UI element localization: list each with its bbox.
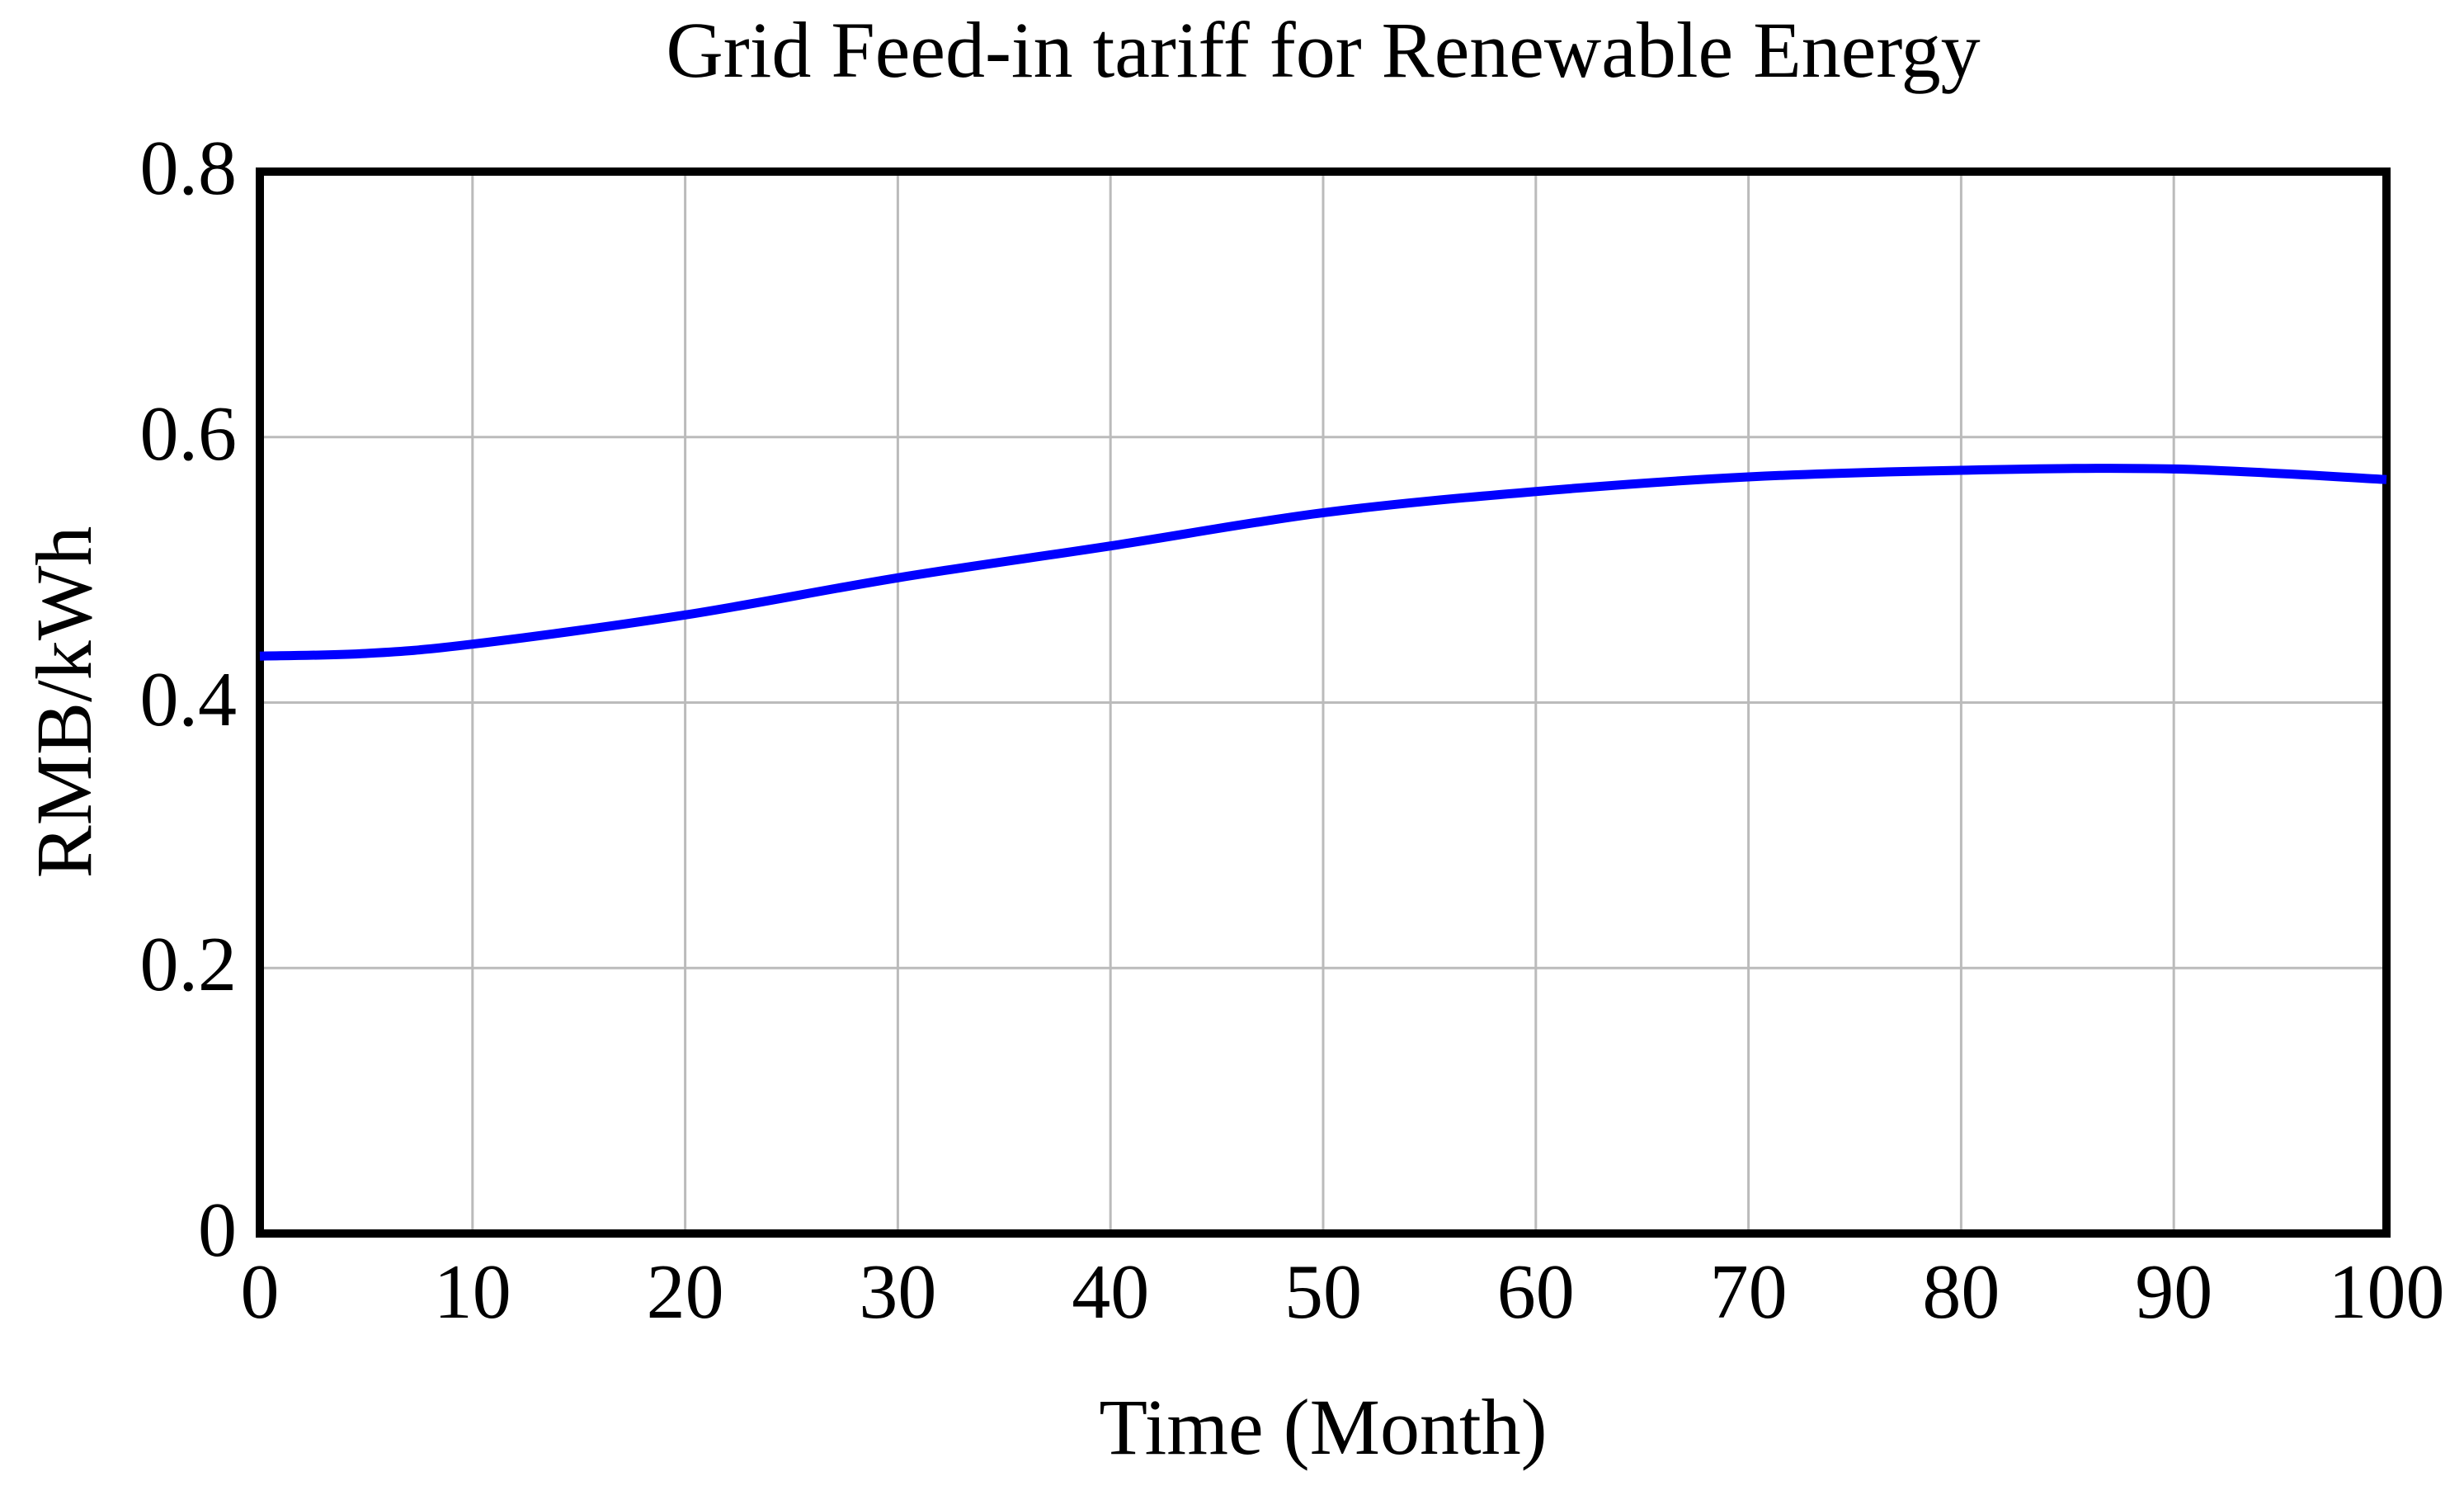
x-tick-label: 70: [1709, 1249, 1788, 1335]
x-tick-label: 80: [1922, 1249, 2000, 1335]
gridlines: [260, 172, 2386, 1233]
x-tick-label: 60: [1496, 1249, 1575, 1335]
x-tick-label: 40: [1072, 1249, 1150, 1335]
x-tick-label: 50: [1284, 1249, 1362, 1335]
x-tick-label: 10: [433, 1249, 511, 1335]
y-tick-label: 0.6: [139, 390, 238, 477]
series-line: [259, 464, 2387, 661]
y-tick-label: 0.2: [139, 922, 238, 1008]
y-tick-label: 0: [198, 1187, 237, 1274]
x-axis-label: Time (Month): [1099, 1383, 1548, 1471]
x-tick-label: 20: [646, 1249, 724, 1335]
plot-frame: [256, 167, 2391, 1238]
x-tick-label: 90: [2135, 1249, 2213, 1335]
y-tick-label: 0.8: [139, 125, 238, 212]
y-axis-label: RMB/kWh: [20, 526, 108, 879]
series-lines: [259, 464, 2387, 661]
x-tick-label: 100: [2328, 1249, 2445, 1335]
y-tick-label: 0.4: [139, 656, 238, 743]
chart-title: Grid Feed-in tariff for Renewable Energy: [666, 6, 1981, 94]
x-tick-label: 0: [240, 1249, 280, 1335]
x-tick-label: 30: [859, 1249, 937, 1335]
